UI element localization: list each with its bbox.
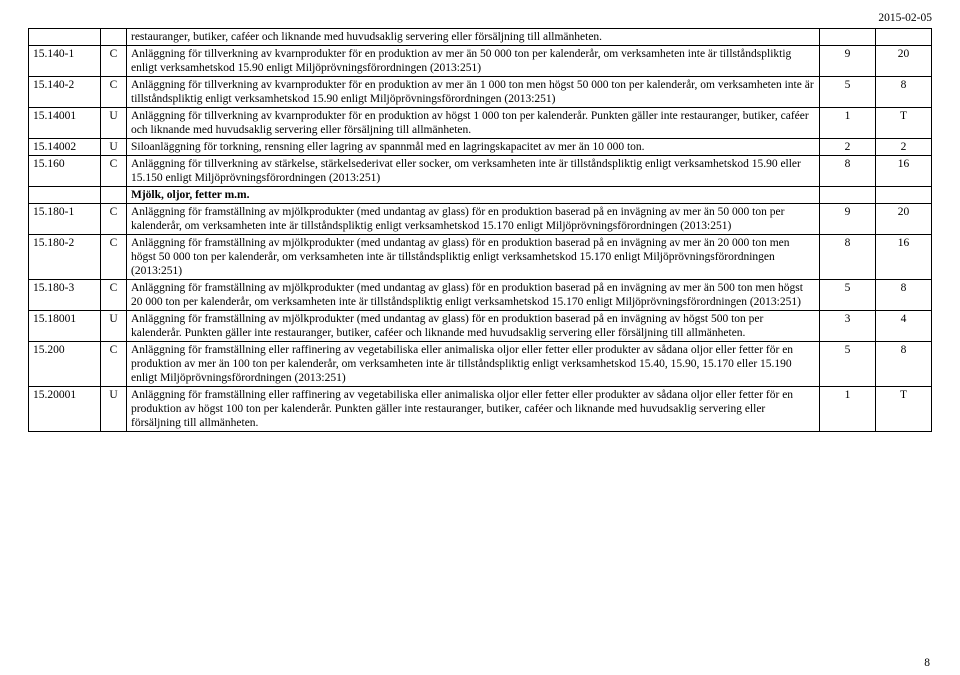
regulation-table: restauranger, butiker, caféer och liknan… [28, 28, 932, 432]
col-a: 3 [820, 311, 876, 342]
type-cell: U [101, 139, 127, 156]
description-cell: Anläggning för tillverkning av stärkelse… [127, 156, 820, 187]
document-date: 2015-02-05 [28, 12, 932, 24]
description-cell: Anläggning för framställning eller raffi… [127, 387, 820, 432]
section-heading: Mjölk, oljor, fetter m.m. [127, 187, 820, 204]
description-cell: Anläggning för framställning av mjölkpro… [127, 235, 820, 280]
col-b: T [876, 108, 932, 139]
col-a [820, 29, 876, 46]
description-cell: Anläggning för framställning eller raffi… [127, 342, 820, 387]
type-cell: U [101, 311, 127, 342]
col-b: 16 [876, 156, 932, 187]
table-row: 15.140-2CAnläggning för tillverkning av … [29, 77, 932, 108]
col-b: 8 [876, 342, 932, 387]
table-row: 15.180-2CAnläggning för framställning av… [29, 235, 932, 280]
code-cell: 15.20001 [29, 387, 101, 432]
code-cell: 15.14001 [29, 108, 101, 139]
col-b: 16 [876, 235, 932, 280]
col-a: 1 [820, 108, 876, 139]
col-a: 2 [820, 139, 876, 156]
type-cell: C [101, 46, 127, 77]
code-cell: 15.160 [29, 156, 101, 187]
description-cell: Siloanläggning för torkning, rensning el… [127, 139, 820, 156]
type-cell: C [101, 156, 127, 187]
page-number: 8 [924, 657, 930, 669]
code-cell: 15.180-2 [29, 235, 101, 280]
col-a: 1 [820, 387, 876, 432]
col-a: 5 [820, 77, 876, 108]
code-cell [29, 187, 101, 204]
description-cell: Anläggning för framställning av mjölkpro… [127, 204, 820, 235]
type-cell: C [101, 342, 127, 387]
col-a: 5 [820, 280, 876, 311]
description-cell: Anläggning för tillverkning av kvarnprod… [127, 46, 820, 77]
type-cell: U [101, 387, 127, 432]
code-cell: 15.14002 [29, 139, 101, 156]
description-cell: Anläggning för tillverkning av kvarnprod… [127, 108, 820, 139]
col-a: 8 [820, 156, 876, 187]
type-cell: C [101, 280, 127, 311]
table-row: 15.140-1CAnläggning för tillverkning av … [29, 46, 932, 77]
type-cell: U [101, 108, 127, 139]
col-b: 4 [876, 311, 932, 342]
type-cell: C [101, 204, 127, 235]
col-b: T [876, 387, 932, 432]
code-cell: 15.18001 [29, 311, 101, 342]
col-b: 8 [876, 77, 932, 108]
table-row: 15.14002USiloanläggning för torkning, re… [29, 139, 932, 156]
table-row: 15.160CAnläggning för tillverkning av st… [29, 156, 932, 187]
description-cell: Anläggning för tillverkning av kvarnprod… [127, 77, 820, 108]
code-cell: 15.140-1 [29, 46, 101, 77]
description-cell: Anläggning för framställning av mjölkpro… [127, 280, 820, 311]
table-row: 15.200CAnläggning för framställning elle… [29, 342, 932, 387]
col-b [876, 29, 932, 46]
col-a: 9 [820, 46, 876, 77]
col-a: 5 [820, 342, 876, 387]
code-cell: 15.200 [29, 342, 101, 387]
table-row: Mjölk, oljor, fetter m.m. [29, 187, 932, 204]
type-cell: C [101, 77, 127, 108]
code-cell: 15.180-1 [29, 204, 101, 235]
table-row: restauranger, butiker, caféer och liknan… [29, 29, 932, 46]
table-row: 15.20001UAnläggning för framställning el… [29, 387, 932, 432]
col-b [876, 187, 932, 204]
description-cell: restauranger, butiker, caféer och liknan… [127, 29, 820, 46]
col-a [820, 187, 876, 204]
table-row: 15.14001UAnläggning för tillverkning av … [29, 108, 932, 139]
type-cell [101, 29, 127, 46]
col-a: 9 [820, 204, 876, 235]
col-b: 8 [876, 280, 932, 311]
table-row: 15.180-1CAnläggning för framställning av… [29, 204, 932, 235]
col-a: 8 [820, 235, 876, 280]
code-cell: 15.180-3 [29, 280, 101, 311]
col-b: 20 [876, 46, 932, 77]
type-cell [101, 187, 127, 204]
table-row: 15.180-3CAnläggning för framställning av… [29, 280, 932, 311]
col-b: 2 [876, 139, 932, 156]
code-cell: 15.140-2 [29, 77, 101, 108]
col-b: 20 [876, 204, 932, 235]
description-cell: Anläggning för framställning av mjölkpro… [127, 311, 820, 342]
table-row: 15.18001UAnläggning för framställning av… [29, 311, 932, 342]
type-cell: C [101, 235, 127, 280]
code-cell [29, 29, 101, 46]
